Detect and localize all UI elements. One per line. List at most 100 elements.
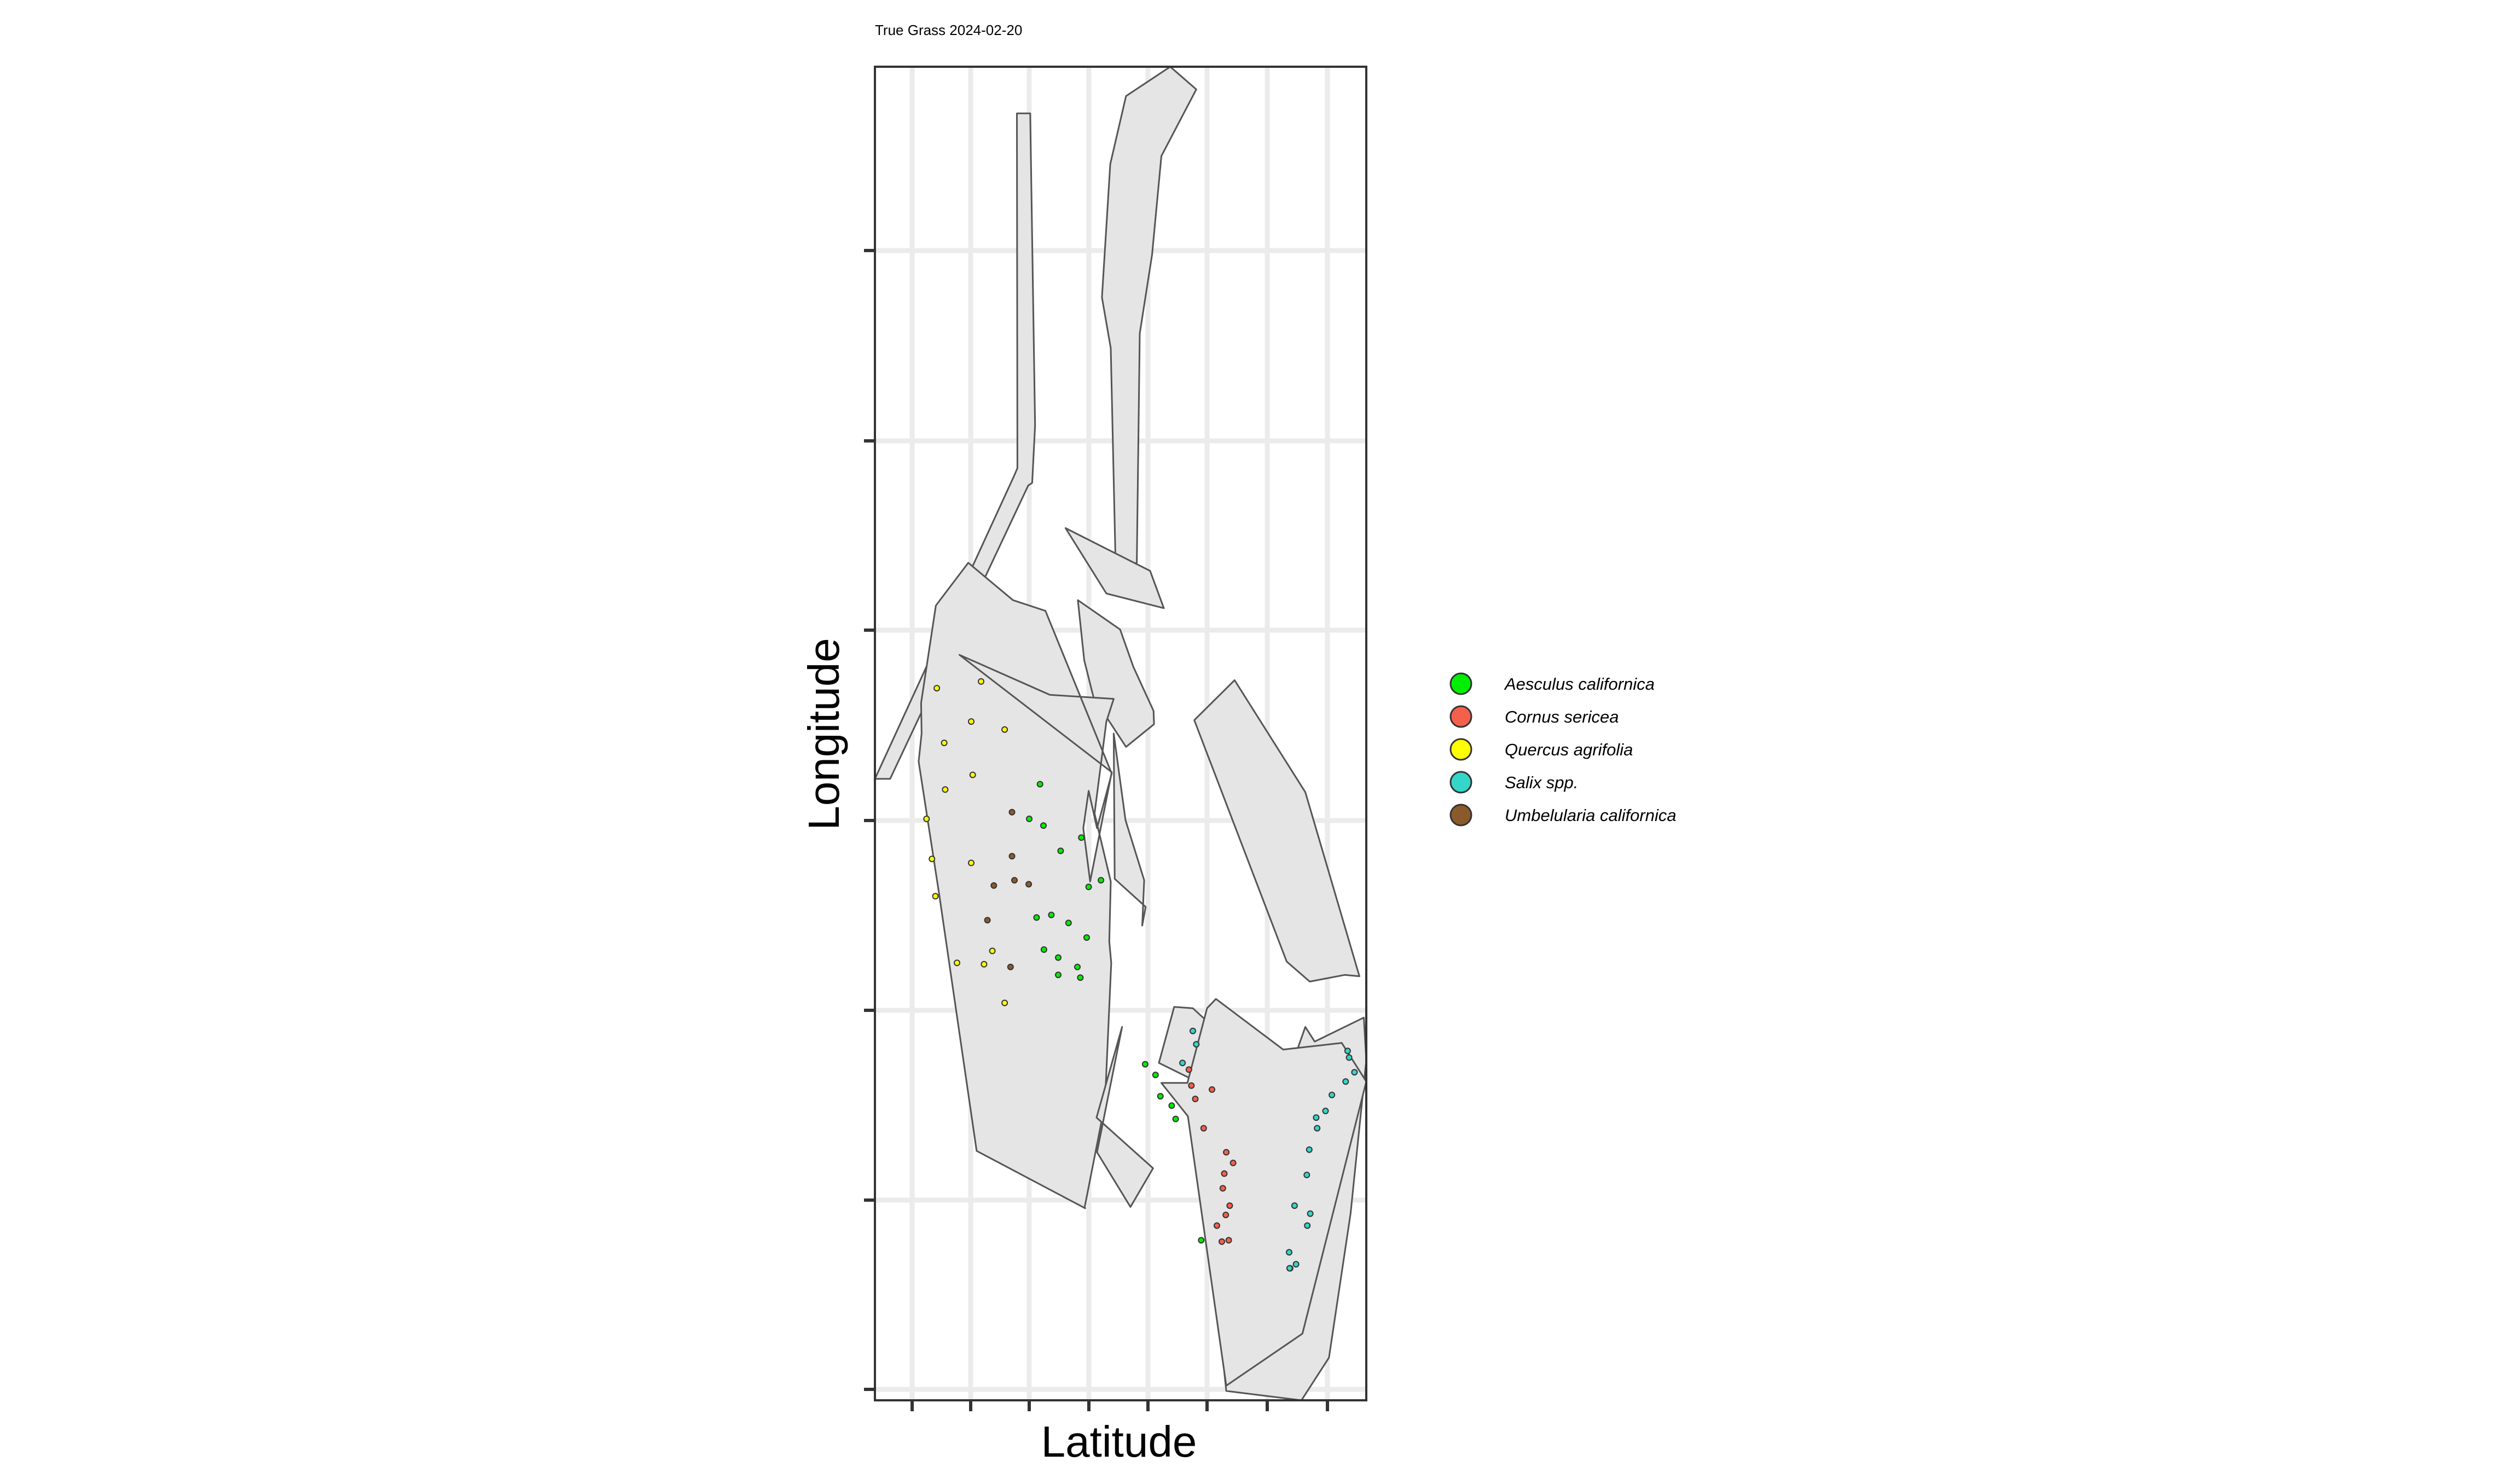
tree-point — [929, 856, 936, 863]
plot-polygon — [1077, 599, 1155, 748]
tree-point — [941, 740, 948, 747]
tree-point — [1157, 1093, 1164, 1100]
plot-polygon — [1193, 679, 1360, 982]
tree-point — [1078, 834, 1085, 841]
tree-point — [1219, 1238, 1225, 1245]
tree-point — [1226, 1202, 1233, 1209]
tree-point — [942, 786, 949, 793]
tree-point — [1192, 1096, 1199, 1102]
tree-point — [954, 959, 960, 967]
tree-point — [1026, 816, 1033, 822]
tree-point — [1221, 1170, 1228, 1177]
tree-point — [1025, 881, 1033, 888]
x-axis-label: Latitude — [1041, 1417, 1197, 1466]
y-axis-ticks — [864, 249, 875, 1391]
tree-point — [1209, 1086, 1215, 1093]
tree-point — [984, 917, 991, 924]
tree-point — [1033, 914, 1040, 921]
chart-title: True Grass 2024-02-20 — [875, 22, 1022, 38]
tree-points — [923, 678, 1358, 1272]
legend-label: Salix spp. — [1505, 773, 1578, 792]
tree-point — [1055, 954, 1062, 961]
tree-point — [933, 685, 941, 692]
tree-point — [923, 816, 930, 822]
tree-point — [1083, 934, 1090, 941]
tree-point — [1219, 1185, 1226, 1192]
x-axis-ticks — [910, 1400, 1329, 1411]
tree-point — [1040, 946, 1047, 953]
tree-point — [1055, 971, 1062, 979]
tree-point — [1286, 1249, 1292, 1256]
tree-point — [1065, 920, 1072, 927]
tree-point — [1040, 822, 1047, 829]
tree-point — [1001, 999, 1008, 1006]
tree-point — [1172, 1115, 1179, 1122]
legend-label: Aesculus californica — [1504, 674, 1655, 694]
legend: Aesculus californica Cornus sericea Quercu… — [1449, 672, 1677, 827]
tree-point — [1345, 1054, 1353, 1061]
tree-point — [1007, 963, 1014, 970]
legend-label: Cornus sericea — [1505, 707, 1619, 726]
tree-point — [1322, 1108, 1329, 1114]
tree-point — [1198, 1237, 1205, 1244]
legend-key — [1449, 672, 1472, 695]
tree-point — [1074, 963, 1081, 970]
tree-point — [1342, 1078, 1349, 1085]
tree-point — [1344, 1047, 1351, 1055]
tree-point — [1057, 847, 1064, 854]
tree-point — [990, 882, 997, 889]
legend-label: Umbelularia californica — [1505, 806, 1677, 825]
tree-point — [1185, 1066, 1192, 1073]
plot-polygon — [1112, 732, 1147, 927]
legend-key — [1449, 804, 1472, 827]
tree-point — [1314, 1125, 1321, 1132]
tree-point — [968, 859, 975, 866]
legend-key — [1449, 771, 1472, 794]
tree-point — [1292, 1261, 1300, 1268]
tree-point — [1313, 1114, 1320, 1121]
tree-point — [1048, 911, 1055, 918]
legend-key — [1449, 738, 1472, 761]
tree-point — [1179, 1060, 1186, 1067]
tree-point — [1229, 1160, 1237, 1166]
legend-label: Quercus agrifolia — [1505, 740, 1633, 759]
tree-point — [1036, 781, 1043, 788]
tree-point — [1008, 853, 1016, 860]
tree-point — [1200, 1125, 1207, 1132]
y-axis-label: Longitude — [799, 638, 848, 830]
tree-point — [989, 947, 996, 955]
tree-point — [1001, 726, 1008, 733]
plot-polygon — [1095, 1026, 1154, 1208]
plot-polygon — [918, 562, 1115, 1209]
tree-point — [932, 893, 939, 900]
tree-point — [1306, 1146, 1313, 1153]
tree-point — [1098, 877, 1105, 884]
legend-key — [1449, 705, 1472, 728]
tree-point — [1085, 883, 1092, 891]
tree-point — [1222, 1212, 1229, 1219]
tree-point — [1351, 1069, 1358, 1076]
tree-point — [969, 771, 976, 778]
plot-polygon — [1161, 998, 1367, 1387]
tree-point — [1214, 1222, 1220, 1229]
tree-point — [1304, 1222, 1311, 1229]
tree-point — [1303, 1172, 1310, 1178]
tree-point — [1168, 1102, 1175, 1109]
tree-point — [1329, 1091, 1336, 1098]
tree-point — [978, 678, 984, 685]
tree-point — [1291, 1202, 1298, 1209]
plot-polygons — [874, 66, 1367, 1401]
tree-point — [1193, 1041, 1200, 1048]
tree-point — [981, 961, 988, 968]
plot-polygon — [1064, 527, 1165, 609]
tree-point — [1190, 1027, 1196, 1034]
panel-border — [874, 66, 1367, 1401]
tree-point — [1011, 877, 1018, 884]
tree-point — [1152, 1072, 1159, 1079]
tree-point — [1188, 1082, 1195, 1089]
tree-point — [1225, 1237, 1232, 1244]
tree-point — [1223, 1149, 1230, 1156]
tree-point — [968, 718, 975, 725]
tree-point — [1307, 1210, 1314, 1217]
